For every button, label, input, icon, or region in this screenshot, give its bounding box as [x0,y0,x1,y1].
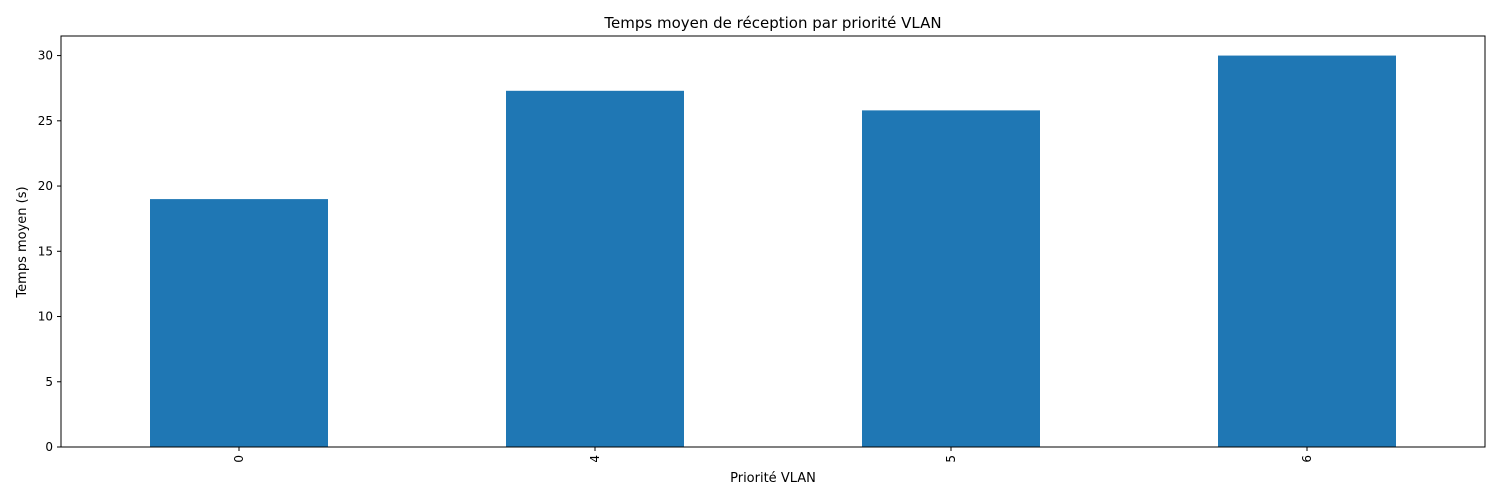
chart-title: Temps moyen de réception par priorité VL… [603,14,941,32]
y-tick-label: 15 [38,244,53,258]
y-tick-label: 25 [38,114,53,128]
x-tick-label: 6 [1300,455,1314,463]
x-tick-label: 4 [588,455,602,463]
y-tick-label: 30 [38,49,53,63]
y-tick-label: 0 [45,440,53,454]
plot-frame [60,35,1486,448]
x-axis-label: Priorité VLAN [730,471,816,486]
y-tick-label: 20 [38,179,53,193]
x-tick-label: 0 [232,455,246,463]
x-tick-label: 5 [944,455,958,463]
bar-0 [150,199,328,447]
bar-6 [1218,55,1396,447]
bar-5 [862,110,1040,447]
y-tick-label: 10 [38,310,53,324]
y-tick-label: 5 [45,375,53,389]
plot-area: 0 5 10 15 20 25 30 0 4 5 6 [38,35,1486,463]
bar-4 [506,90,684,448]
y-axis-label: Temps moyen (s) [15,186,30,298]
